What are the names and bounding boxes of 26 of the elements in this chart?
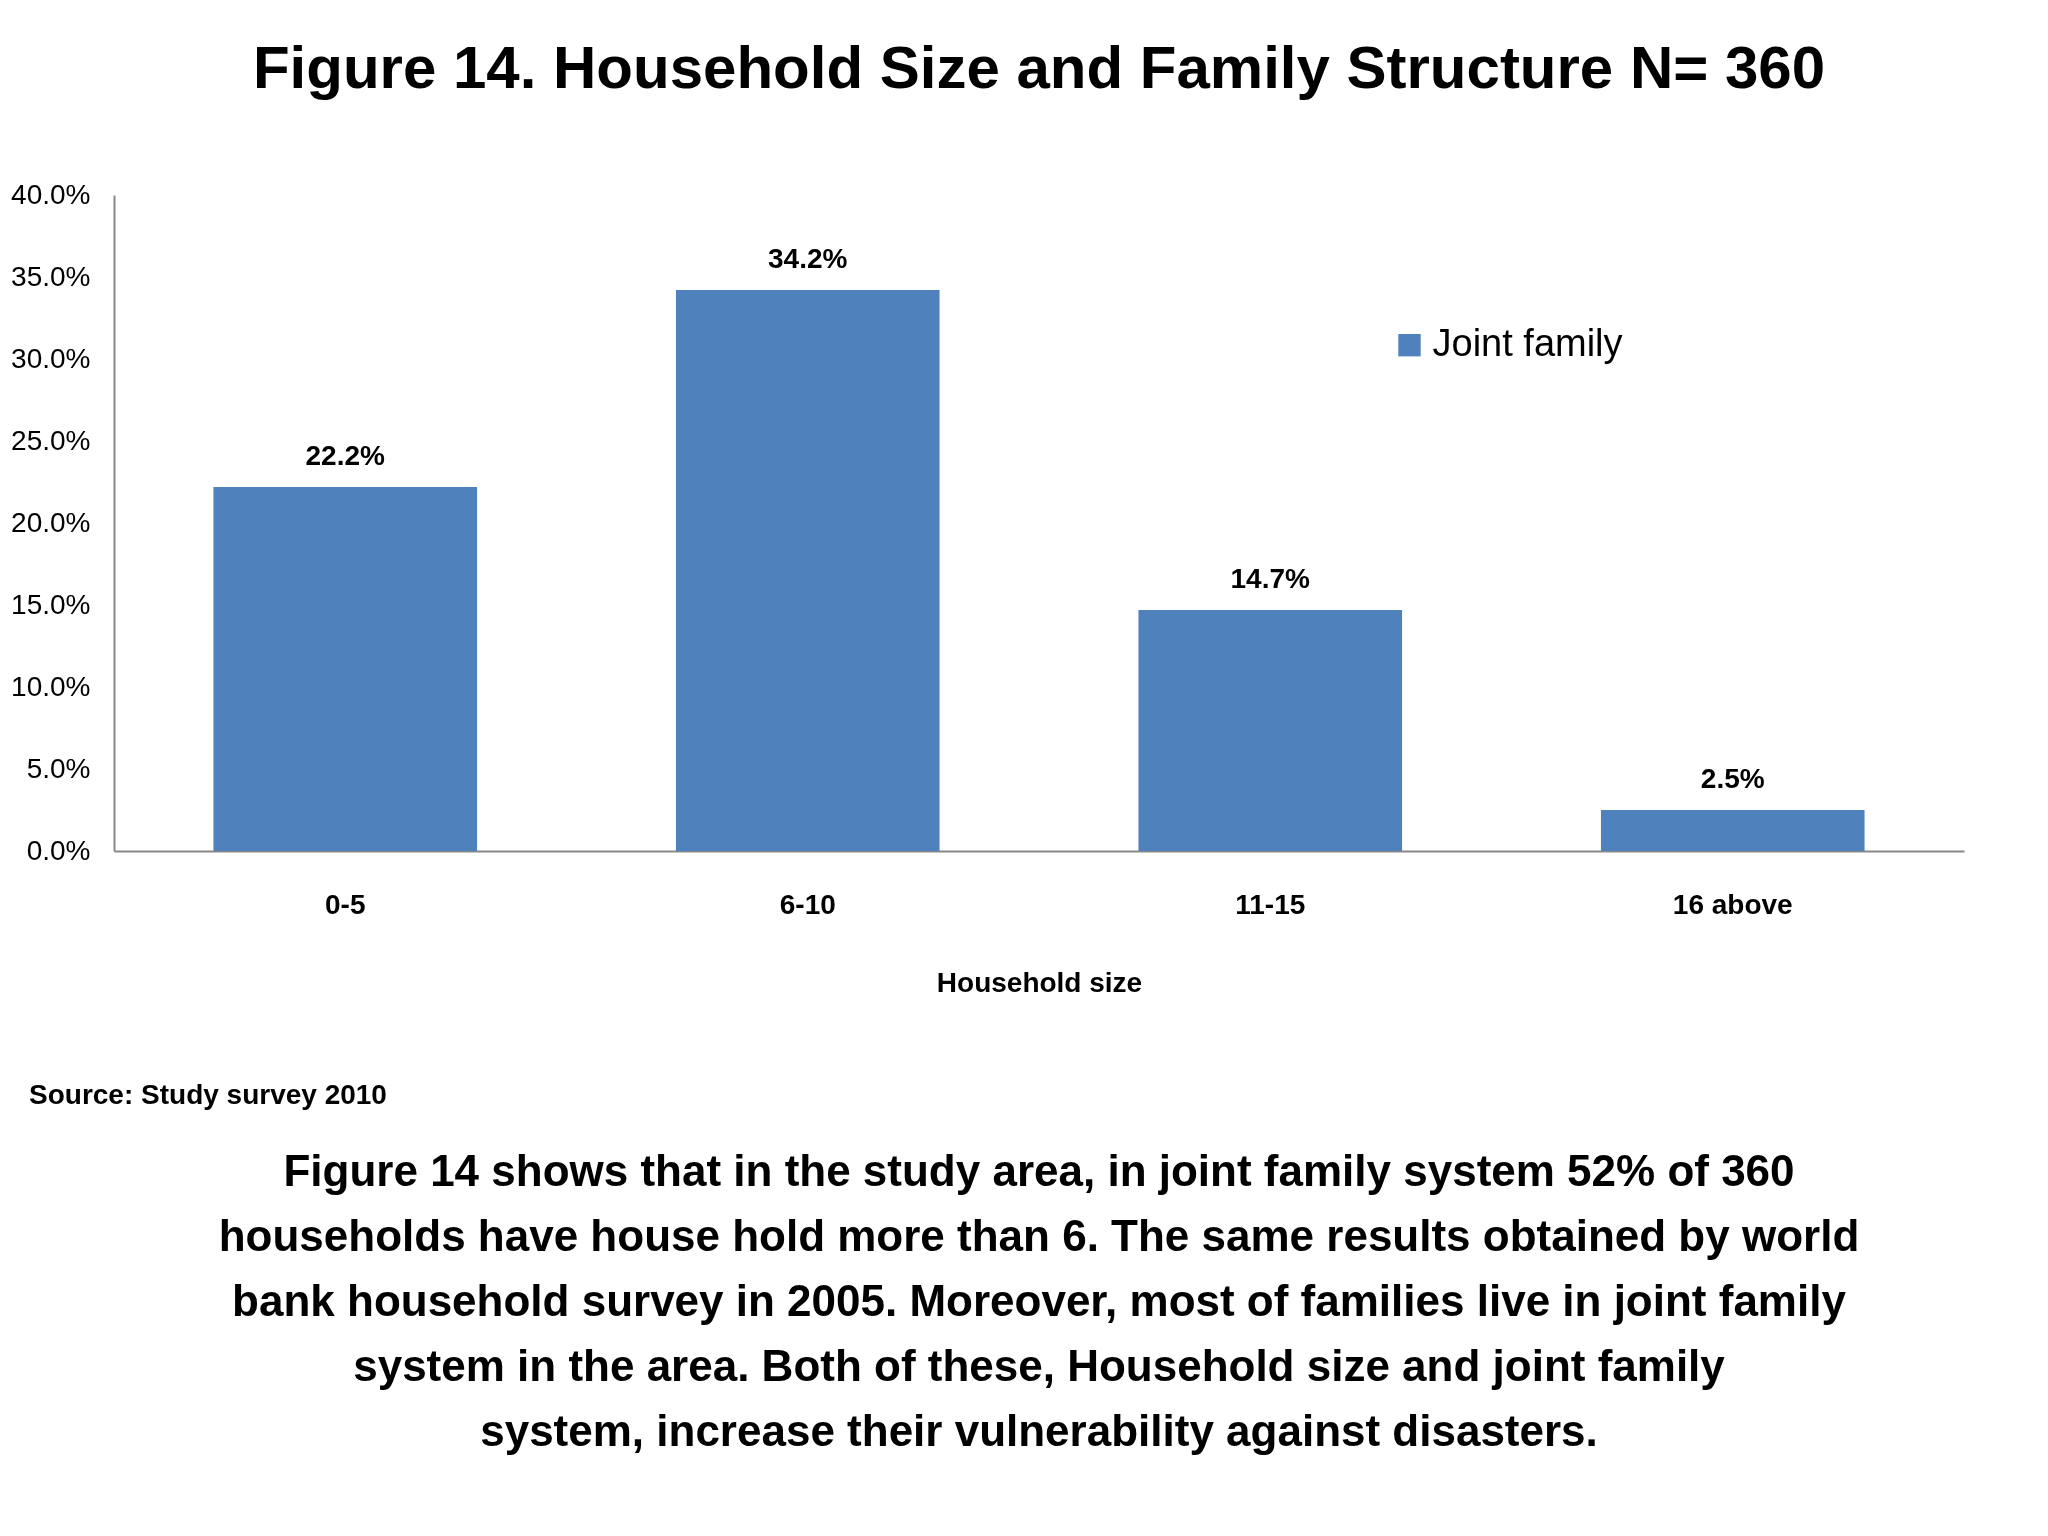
y-tick-label: 40.0% — [11, 178, 91, 210]
bar — [675, 290, 940, 851]
y-tick-label: 30.0% — [11, 342, 91, 374]
y-tick-label: 0.0% — [26, 834, 91, 866]
x-tick-label: 0-5 — [325, 888, 366, 920]
y-tick-label: 10.0% — [11, 670, 91, 702]
x-tick-label: 11-15 — [1235, 888, 1306, 920]
chart-title: Figure 14. Household Size and Family Structure N= 360 — [252, 34, 1826, 101]
x-axis-title: Household size — [936, 966, 1143, 998]
bar — [213, 486, 478, 851]
x-tick-label: 16 above — [1672, 888, 1793, 920]
data-label: 22.2% — [305, 439, 386, 471]
caption: Figure 14 shows that in the study area, in joint family system 52% of 360 households have house hold more than 6. The same results obtained by world bank household survey in 2005. Moreover, most of families live in joint family system in the area. Both of these, Household size and joint family system, increase their vulnerability against disasters. — [218, 1146, 1860, 1455]
y-tick-label: 35.0% — [11, 260, 91, 292]
y-tick-label: 25.0% — [11, 424, 91, 456]
data-label: 2.5% — [1700, 763, 1765, 794]
y-tick-label: 5.0% — [26, 752, 91, 784]
bar — [1600, 810, 1865, 851]
x-tick-label: 6-10 — [779, 888, 836, 920]
y-tick-label: 20.0% — [11, 506, 91, 538]
source-note: Source: Study survey 2010 — [29, 1079, 387, 1110]
bar — [1138, 609, 1403, 851]
legend-label: Joint family — [1432, 322, 1623, 365]
data-label: 34.2% — [768, 243, 848, 275]
data-label: 14.7% — [1230, 562, 1311, 594]
y-tick-label: 15.0% — [11, 588, 91, 620]
